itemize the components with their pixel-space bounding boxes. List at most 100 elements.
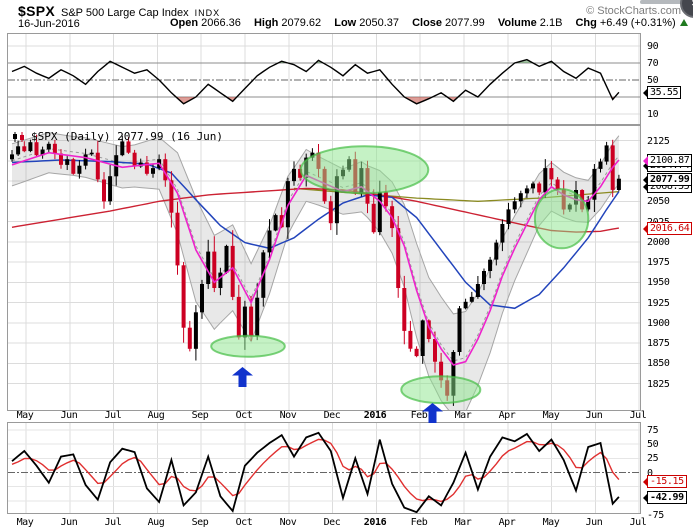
month-label: May <box>16 517 34 528</box>
month-label: Jun <box>585 517 603 528</box>
price-badge: -42.99 <box>643 491 687 504</box>
highlight-ellipse <box>533 188 590 250</box>
month-label: Dec <box>323 517 341 528</box>
volatility-band <box>12 132 619 416</box>
month-label: Jun <box>585 410 603 421</box>
badge-arrow-icon <box>643 175 648 185</box>
oscillator-line <box>11 431 620 514</box>
highlight-ellipse <box>299 145 430 195</box>
month-label: Apr <box>498 410 516 421</box>
quote-row: Open 2066.36 High 2079.62 Low 2050.37 Close… <box>170 17 688 29</box>
badge-arrow-icon <box>643 493 648 503</box>
month-label: Mar <box>454 410 472 421</box>
month-label: Jul <box>104 517 122 528</box>
copyright: © StockCharts.com <box>586 5 681 17</box>
axis-tick-label: 50 <box>647 439 659 450</box>
axis-tick-label: 0 <box>647 468 653 479</box>
up-arrow-annotation <box>232 367 253 387</box>
month-label: Sep <box>191 517 209 528</box>
month-label: Jun <box>60 517 78 528</box>
axis-tick-label: 1850 <box>647 358 670 369</box>
volume-value: 2.1B <box>539 17 563 29</box>
badge-value: 2077.99 <box>650 174 690 185</box>
price-badge: 2016.64 <box>643 222 693 235</box>
open-label: Open <box>170 17 199 29</box>
badge-arrow-icon <box>643 477 648 487</box>
month-label: Oct <box>235 517 253 528</box>
oscillator-panel <box>7 422 641 514</box>
axis-tick-label: 1975 <box>647 257 670 268</box>
month-label: Jul <box>104 410 122 421</box>
badge-arrow-icon <box>643 224 648 234</box>
open-value: 2066.36 <box>201 17 241 29</box>
x-axis-main: May Jun Jul Aug Sep Oct Nov Dec 2016 Feb Mar Apr May… <box>0 410 693 422</box>
badge-value: 2016.64 <box>650 223 690 234</box>
chg-label: Chg <box>575 17 597 29</box>
badge-arrow-icon <box>643 156 648 166</box>
high-value: 2079.62 <box>281 17 322 29</box>
symbol-name: S&P 500 Large Cap Index <box>61 7 189 19</box>
x-axis-bottom: May Jun Jul Aug Sep Oct Nov Dec 2016 Feb Mar Apr May… <box>0 517 693 530</box>
chg-value: +6.49 (+0.31%) <box>599 17 676 29</box>
quote-date: 16-Jun-2016 <box>18 18 80 30</box>
axis-tick-label: 70 <box>647 58 659 69</box>
low-value: 2050.37 <box>359 17 399 29</box>
badge-value: 2068.55 <box>650 181 690 192</box>
axis-tick-label: 25 <box>647 453 659 464</box>
month-label: Jul <box>629 410 647 421</box>
volume-label: Volume <box>497 17 537 29</box>
badge-value: -15.15 <box>650 476 684 487</box>
highlight-ellipse <box>400 375 482 405</box>
price-plot <box>8 126 640 417</box>
up-arrow-annotation <box>422 403 443 423</box>
month-label: Feb <box>410 517 428 528</box>
ma-50 <box>11 159 620 310</box>
axis-tick-label: 2000 <box>647 237 670 248</box>
month-label: Feb <box>410 410 428 421</box>
month-label: Oct <box>235 410 253 421</box>
month-label: Jul <box>629 517 647 528</box>
month-label: Dec <box>323 410 341 421</box>
chart-title-text: $SPX (Daily) 2077.99 (16 Jun) <box>31 130 224 143</box>
month-label: Aug <box>147 410 165 421</box>
header: $SPX S&P 500 Large Cap Index INDX <box>18 3 221 19</box>
scrollbar-nub[interactable] <box>640 0 683 4</box>
month-label: Sep <box>191 410 209 421</box>
exchange: INDX <box>194 8 221 18</box>
close-label: Close <box>412 17 443 29</box>
axis-tick-label: 1925 <box>647 298 670 309</box>
close-value: 2077.99 <box>445 17 485 29</box>
highlight-ellipse <box>210 334 286 358</box>
candlestick-icon <box>13 131 24 142</box>
month-label: May <box>16 410 34 421</box>
badge-arrow-icon <box>643 182 648 192</box>
high-label: High <box>253 17 279 29</box>
axis-tick-label: 1875 <box>647 338 670 349</box>
axis-tick-label: -75 <box>647 510 664 521</box>
month-label: Jun <box>60 410 78 421</box>
axis-tick-label: 90 <box>647 41 659 52</box>
ma-200 <box>11 187 620 233</box>
month-label: 2016 <box>363 410 387 421</box>
price-badge: 2077.99 <box>643 173 693 186</box>
momentum-panel <box>7 33 641 125</box>
month-label: Apr <box>498 517 516 528</box>
oscillator-signal <box>11 438 620 503</box>
chart-title: $SPX (Daily) 2077.99 (16 Jun) <box>12 130 223 143</box>
month-label: May <box>542 410 560 421</box>
axis-tick-label: 1825 <box>647 379 670 390</box>
axis-tick-label: 10 <box>647 109 659 120</box>
badge-arrow-icon <box>643 161 648 171</box>
corner-widget-icon[interactable]: ✕ <box>680 0 693 18</box>
oscillator-plot <box>8 423 640 514</box>
axis-tick-label: 50 <box>647 75 659 86</box>
badge-value: 35.55 <box>650 87 679 98</box>
momentum-plot <box>8 34 640 124</box>
month-label: 2016 <box>363 517 387 528</box>
axis-tick-label: 75 <box>647 425 659 436</box>
axis-tick-label: 1950 <box>647 277 670 288</box>
badge-arrow-icon <box>643 88 648 98</box>
low-label: Low <box>334 17 357 29</box>
axis-tick-label: 1900 <box>647 318 670 329</box>
